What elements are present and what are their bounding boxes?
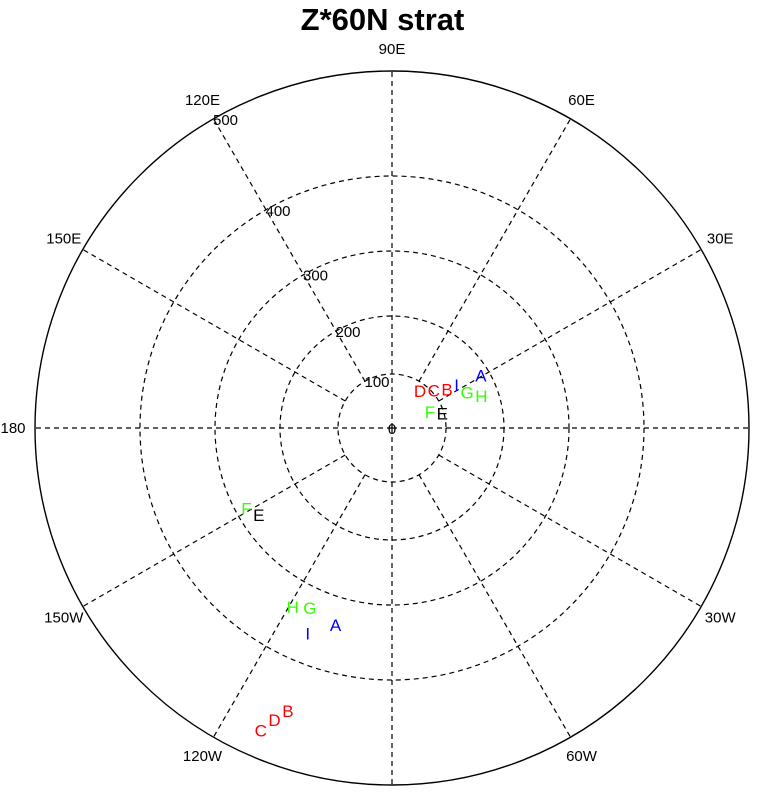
- radial-tick-label: 200: [335, 324, 360, 341]
- angular-tick-label: 180: [0, 420, 25, 437]
- radial-tick-label: 400: [265, 203, 290, 220]
- data-point-e: E: [253, 506, 264, 525]
- data-point-a: A: [330, 616, 342, 635]
- data-point-c: C: [428, 381, 440, 400]
- data-point-e: E: [437, 404, 448, 423]
- grid-spoke: [82, 454, 346, 608]
- grid-spoke: [82, 248, 346, 402]
- angular-tick-label: 120E: [185, 92, 220, 109]
- angular-tick-label: 120W: [183, 748, 223, 765]
- angular-tick-label: 150E: [46, 231, 81, 248]
- chart-title: Z*60N strat: [300, 2, 465, 37]
- data-point-b: B: [282, 702, 293, 721]
- radial-tick-label: 100: [364, 374, 389, 391]
- angular-tick-label: 150W: [44, 610, 84, 627]
- data-point-h: H: [475, 387, 487, 406]
- data-point-d: D: [414, 382, 426, 401]
- data-point-f: F: [425, 403, 435, 422]
- outer-circle: [34, 70, 750, 786]
- radial-tick-label: 300: [303, 268, 328, 285]
- data-point-b: B: [441, 381, 452, 400]
- radial-tick-label: 0: [388, 421, 396, 438]
- angular-tick-label: 90E: [379, 41, 406, 58]
- angular-tick-label: 60E: [568, 92, 595, 109]
- grid-spoke: [438, 248, 702, 402]
- data-point-i: I: [454, 376, 459, 395]
- data-point-i: I: [305, 624, 310, 643]
- grid-spoke: [418, 474, 572, 738]
- grid-spoke: [418, 118, 572, 382]
- grid-spoke: [212, 474, 366, 738]
- angular-tick-label: 30E: [707, 231, 734, 248]
- data-point-h: H: [287, 598, 299, 617]
- data-point-c: C: [255, 722, 267, 741]
- angular-tick-label: 30W: [705, 610, 737, 627]
- data-point-f: F: [241, 500, 251, 519]
- grid-spoke: [212, 118, 366, 382]
- grid-ring: [214, 250, 570, 606]
- data-point-g: G: [303, 599, 316, 618]
- data-point-d: D: [268, 711, 280, 730]
- grid-spoke: [438, 454, 702, 608]
- angular-tick-label: 60W: [566, 748, 598, 765]
- data-point-g: G: [461, 383, 474, 402]
- data-point-a: A: [475, 367, 487, 386]
- radial-tick-label: 500: [213, 112, 238, 129]
